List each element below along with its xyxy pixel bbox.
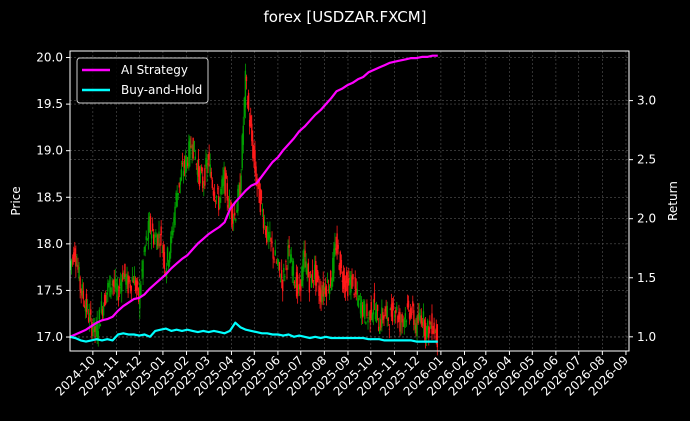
svg-text:2.0: 2.0 bbox=[637, 212, 656, 226]
ai-strategy-line bbox=[69, 54, 438, 338]
legend-label: Buy-and-Hold bbox=[121, 83, 202, 97]
right-axis: 1.0 1.5 2.0 2.5 3.0 bbox=[629, 94, 656, 344]
left-axis: 17.0 17.5 18.0 18.5 19.0 19.5 20.0 bbox=[36, 51, 70, 344]
svg-text:1.0: 1.0 bbox=[637, 330, 656, 344]
price-candles bbox=[69, 63, 439, 356]
svg-text:18.5: 18.5 bbox=[36, 190, 63, 204]
svg-text:18.0: 18.0 bbox=[36, 237, 63, 251]
svg-text:17.0: 17.0 bbox=[36, 330, 63, 344]
svg-text:17.5: 17.5 bbox=[36, 283, 63, 297]
svg-text:19.0: 19.0 bbox=[36, 144, 63, 158]
legend: AI Strategy Buy-and-Hold bbox=[76, 57, 209, 104]
svg-text:1.5: 1.5 bbox=[637, 271, 656, 285]
right-axis-label: Return bbox=[666, 181, 680, 221]
left-axis-label: Price bbox=[9, 186, 23, 215]
legend-label: AI Strategy bbox=[121, 63, 188, 77]
svg-text:19.5: 19.5 bbox=[36, 97, 63, 111]
svg-text:20.0: 20.0 bbox=[36, 51, 63, 65]
svg-text:2.5: 2.5 bbox=[637, 153, 656, 167]
buy-and-hold-line bbox=[69, 321, 438, 343]
plot-frame bbox=[69, 50, 630, 352]
svg-text:3.0: 3.0 bbox=[637, 94, 656, 108]
chart-title: forex [USDZAR.FXCM] bbox=[263, 8, 427, 26]
x-axis: 2024-102024-112024-122025-012025-022025-… bbox=[53, 351, 631, 399]
